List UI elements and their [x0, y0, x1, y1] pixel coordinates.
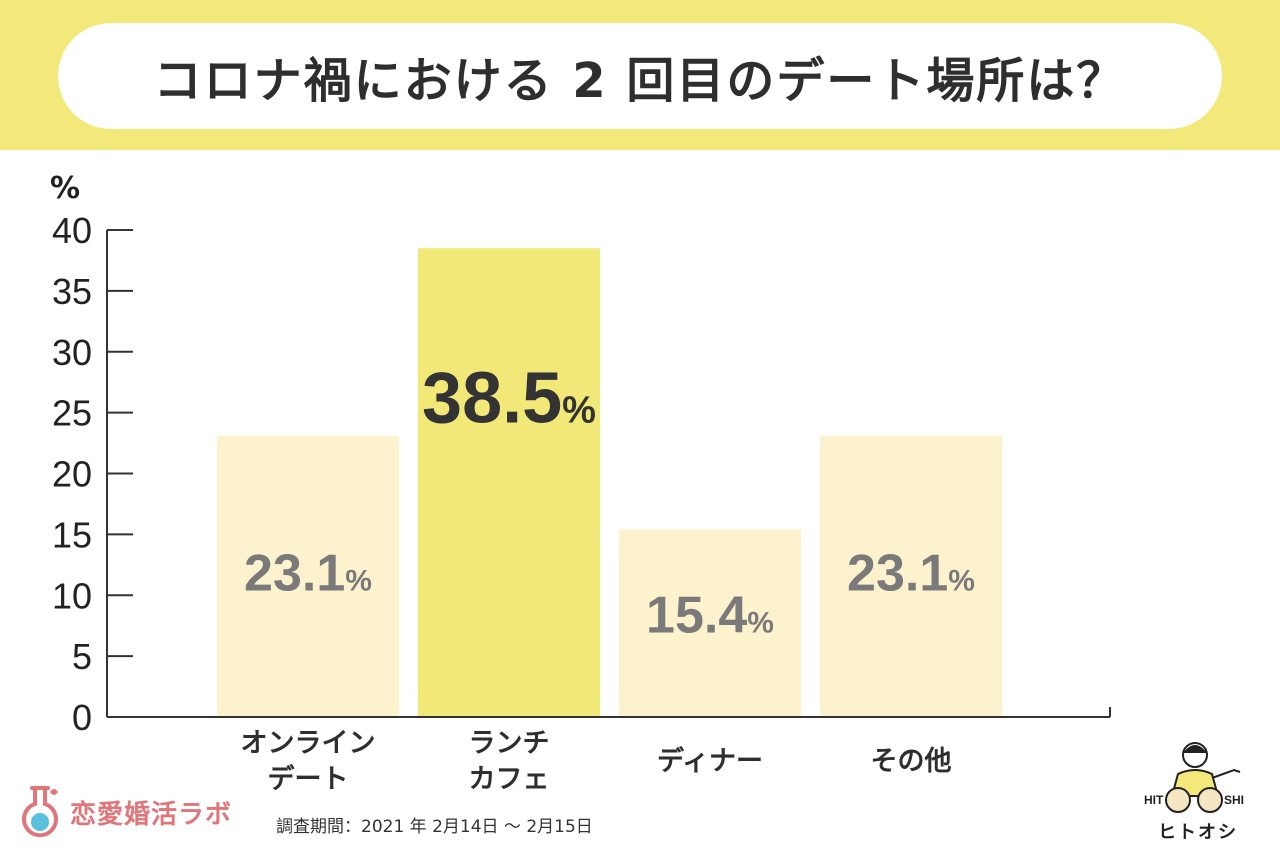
y-unit-label: % [50, 171, 80, 206]
brand-logo: 恋愛婚活ラボ [18, 782, 232, 842]
y-tick-label: 25 [52, 393, 92, 434]
bar [820, 435, 1002, 717]
category-label: その他 [871, 746, 952, 777]
y-tick-label: 10 [52, 575, 92, 616]
title-pill: コロナ禍における 2 回目のデート場所は？ [58, 23, 1222, 129]
y-tick-label: 15 [52, 514, 92, 555]
category-label: ディナー [657, 745, 763, 777]
bar [418, 248, 600, 717]
y-tick-label: 30 [52, 332, 92, 373]
y-tick-label: 20 [52, 454, 92, 495]
survey-period: 調査期間：2021 年 2月14日 〜 2月15日 [276, 817, 593, 837]
bar [217, 435, 399, 717]
bar-value-label: 38.5% [422, 359, 596, 439]
bar-value-label: 23.1% [847, 544, 975, 602]
bar-value-label: 15.4% [646, 587, 774, 645]
bar-value-label: 23.1% [244, 544, 372, 602]
mascot-icon: HIT SHI [1144, 742, 1244, 813]
header-band: コロナ禍における 2 回目のデート場所は？ [0, 0, 1280, 150]
y-tick-label: 35 [52, 271, 92, 312]
category-label: オンライン [241, 728, 376, 759]
chart-title: コロナ禍における 2 回目のデート場所は？ [153, 53, 1127, 109]
category-label: カフェ [469, 764, 550, 790]
category-label: デート [268, 763, 349, 790]
y-tick-label: 40 [52, 210, 92, 251]
mascot-shi-text: SHI [1224, 793, 1244, 807]
brand-name: 恋愛婚活ラボ [70, 799, 233, 830]
mascot-label: ヒトオシ [1158, 822, 1238, 843]
mascot-hit-text: HIT [1144, 793, 1164, 807]
y-tick-label: 0 [72, 697, 92, 738]
flask-icon [22, 786, 58, 838]
category-label: ランチ [469, 728, 550, 759]
y-tick-label: 5 [72, 636, 92, 677]
bar [619, 529, 801, 717]
